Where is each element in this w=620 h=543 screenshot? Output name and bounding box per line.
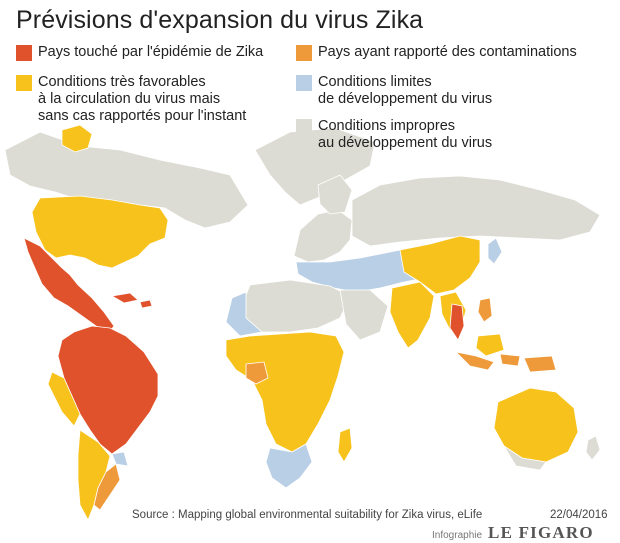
west-africa-reports [245,361,269,385]
legend-item-very-favorable: Conditions très favorables à la circulat… [16,74,246,125]
publication-date: 22/04/2016 [550,509,608,521]
philippines [477,297,493,323]
russia [351,175,601,247]
north-africa [243,279,351,333]
credit-label: Infographie [432,530,483,541]
africa-suitable [225,331,345,453]
caribbean [110,292,153,309]
china [399,235,481,295]
sahel-limit [225,291,263,337]
india [389,281,435,349]
legend-label-unsuitable: Conditions impropres au développement du… [318,118,493,151]
legend-swatch-unsuitable [296,119,312,135]
indonesia [454,351,557,373]
europe [293,209,353,263]
le-figaro-logo: LE FIGARO [488,523,594,542]
scandinavia [317,174,353,215]
credit: Infographie LE FIGARO [432,523,594,543]
usa [31,195,169,269]
legend-item-epidemic: Pays touché par l'épidémie de Zika [16,44,263,61]
madagascar [337,427,353,463]
uruguay [111,451,129,467]
legend-label-very-favorable: Conditions très favorables à la circulat… [38,74,247,124]
legend-swatch-very-favorable [16,75,32,91]
canada [4,131,249,229]
legend-swatch-limit [296,75,312,91]
arabia [339,289,389,341]
japan-korea [487,237,503,265]
south-america-affected [57,325,159,455]
legend-item-unsuitable: Conditions impropres au développement du… [296,118,492,152]
source-note: Source : Mapping global environmental su… [132,509,483,521]
alaska [61,124,93,153]
legend-label-limit: Conditions limites de développement du v… [318,74,493,107]
legend-label-contaminations: Pays ayant rapporté des contaminations [318,44,577,60]
australia-south [503,445,547,471]
southern-africa [265,443,313,489]
new-zealand [585,435,601,461]
thailand-affected [449,303,465,341]
borneo [475,333,505,357]
legend-item-contaminations: Pays ayant rapporté des contaminations [296,44,577,61]
legend-item-limit: Conditions limites de développement du v… [296,74,492,108]
legend-label-epidemic: Pays touché par l'épidémie de Zika [38,44,264,60]
page-title: Prévisions d'expansion du virus Zika [16,6,424,34]
australia [493,387,579,463]
greenland [254,127,376,206]
patagonia [93,463,121,511]
legend-swatch-contaminations [296,45,312,61]
peru [47,371,81,427]
legend-swatch-epidemic [16,45,32,61]
